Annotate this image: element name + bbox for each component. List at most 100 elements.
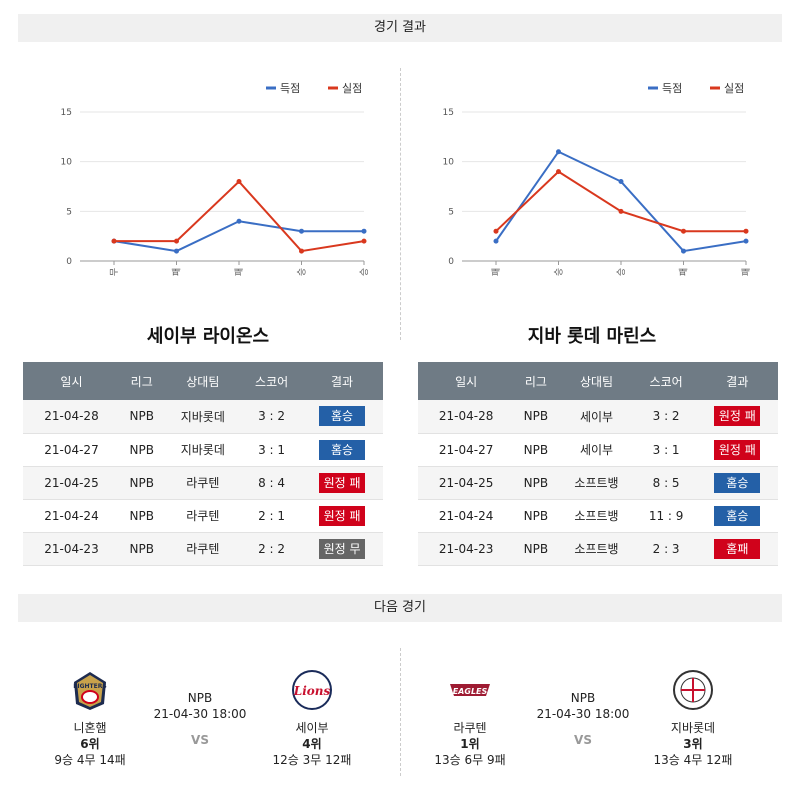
x-tick-label: 패 bbox=[679, 268, 690, 276]
next-home-team[interactable]: FIGHTERS 니혼햄 6위 9승 4무 14패 bbox=[35, 668, 145, 768]
charts-divider bbox=[400, 68, 401, 340]
next-section-title: 다음 경기 bbox=[18, 594, 782, 622]
team-name: 니혼햄 bbox=[73, 721, 107, 735]
x-tick-label: 패 bbox=[491, 268, 502, 276]
cell-league: NPB bbox=[119, 532, 164, 566]
y-tick-label: 10 bbox=[61, 158, 73, 168]
result-badge: 원정 무 bbox=[319, 538, 366, 559]
cell-opponent: 지바롯데 bbox=[163, 433, 243, 467]
data-point bbox=[493, 238, 499, 244]
svg-text:Lions: Lions bbox=[293, 684, 331, 698]
table-row[interactable]: 21-04-25 NPB 라쿠텐 8 : 4 원정 패 bbox=[23, 466, 383, 500]
x-tick-label: 승 bbox=[359, 268, 370, 276]
column-header: 일시 bbox=[23, 362, 120, 400]
next-game-info: NPB 21-04-30 18:00 VS bbox=[523, 690, 643, 748]
cell-date: 21-04-23 bbox=[418, 532, 515, 566]
cell-result: 원정 무 bbox=[301, 532, 383, 566]
team-record: 13승 6무 9패 bbox=[434, 753, 506, 767]
table-row[interactable]: 21-04-24 NPB 라쿠텐 2 : 1 원정 패 bbox=[23, 499, 383, 533]
next-away-team[interactable]: 지바롯데 3위 13승 4무 12패 bbox=[638, 668, 748, 768]
eagles-logo-icon: EAGLES bbox=[450, 684, 490, 696]
legend-label: 득점 bbox=[280, 82, 300, 95]
lions-logo-icon: Lions bbox=[292, 670, 332, 710]
cell-date: 21-04-25 bbox=[418, 466, 515, 500]
cell-league: NPB bbox=[514, 532, 558, 566]
result-badge: 홈승 bbox=[319, 406, 366, 427]
cell-opponent: 소프트뱅 bbox=[557, 499, 636, 533]
data-point bbox=[618, 208, 624, 214]
cell-date: 21-04-28 bbox=[418, 400, 515, 434]
cell-opponent: 라쿠텐 bbox=[163, 532, 243, 566]
vs-label: VS bbox=[574, 733, 592, 747]
cell-date: 21-04-23 bbox=[23, 532, 120, 566]
legend-label: 실점 bbox=[342, 82, 362, 95]
legend-label: 실점 bbox=[724, 82, 744, 95]
data-point bbox=[361, 238, 367, 244]
column-header: 스코어 bbox=[635, 362, 697, 400]
column-header: 리그 bbox=[119, 362, 164, 400]
league-label: NPB bbox=[570, 691, 596, 705]
team-rank: 3위 bbox=[683, 737, 703, 751]
data-point bbox=[361, 228, 367, 234]
data-point bbox=[236, 179, 242, 185]
result-badge: 홈패 bbox=[714, 538, 761, 559]
result-badge: 원정 패 bbox=[714, 406, 761, 427]
fighters-logo-icon: FIGHTERS bbox=[73, 672, 107, 710]
data-point bbox=[236, 218, 242, 224]
y-tick-label: 0 bbox=[448, 257, 454, 267]
cell-league: NPB bbox=[514, 466, 558, 500]
data-point bbox=[618, 179, 624, 185]
team-rank: 1위 bbox=[460, 737, 480, 751]
cell-result: 원정 패 bbox=[301, 499, 383, 533]
results-table-lotte: 일시 리그 상대팀 스코어 결과 21-04-28 NPB 세이부 3 : 2 원정 패 21-04… bbox=[418, 362, 778, 566]
table-row[interactable]: 21-04-28 NPB 세이부 3 : 2 원정 패 bbox=[418, 400, 778, 434]
cell-result: 홈패 bbox=[696, 532, 778, 566]
x-tick-label: 패 bbox=[172, 268, 183, 276]
column-header: 결과 bbox=[301, 362, 383, 400]
results-section-title: 경기 결과 bbox=[18, 14, 782, 42]
column-header: 상대팀 bbox=[163, 362, 243, 400]
game-datetime: 21-04-30 18:00 bbox=[536, 707, 630, 721]
data-point bbox=[174, 238, 179, 244]
cell-date: 21-04-24 bbox=[23, 499, 120, 533]
result-badge: 원정 패 bbox=[319, 472, 366, 493]
next-home-team[interactable]: EAGLES 라쿠텐 1위 13승 6무 9패 bbox=[415, 668, 525, 768]
table-row[interactable]: 21-04-23 NPB 소프트뱅 2 : 3 홈패 bbox=[418, 532, 778, 566]
cell-opponent: 지바롯데 bbox=[163, 400, 243, 434]
column-header: 상대팀 bbox=[557, 362, 636, 400]
team-rank: 4위 bbox=[302, 737, 322, 751]
table-header-row: 일시 리그 상대팀 스코어 결과 bbox=[23, 362, 383, 400]
x-tick-label: 승 bbox=[616, 268, 627, 276]
cell-date: 21-04-28 bbox=[23, 400, 120, 434]
y-tick-label: 5 bbox=[448, 207, 454, 217]
cell-league: NPB bbox=[514, 499, 558, 533]
table-row[interactable]: 21-04-25 NPB 소프트뱅 8 : 5 홈승 bbox=[418, 466, 778, 500]
result-badge: 홈승 bbox=[714, 505, 761, 526]
next-away-team[interactable]: Lions 세이부 4위 12승 3무 12패 bbox=[257, 668, 367, 768]
y-tick-label: 0 bbox=[66, 257, 72, 267]
cell-result: 원정 패 bbox=[301, 466, 383, 500]
result-badge: 홈승 bbox=[714, 472, 761, 493]
table-row[interactable]: 21-04-27 NPB 지바롯데 3 : 1 홈승 bbox=[23, 433, 383, 467]
column-header: 결과 bbox=[696, 362, 778, 400]
cell-league: NPB bbox=[119, 499, 164, 533]
table-header-row: 일시 리그 상대팀 스코어 결과 bbox=[418, 362, 778, 400]
result-badge: 원정 패 bbox=[714, 439, 761, 460]
cell-opponent: 세이부 bbox=[557, 400, 636, 434]
league-label: NPB bbox=[187, 691, 213, 705]
table-row[interactable]: 21-04-28 NPB 지바롯데 3 : 2 홈승 bbox=[23, 400, 383, 434]
series-line bbox=[495, 150, 747, 253]
cell-league: NPB bbox=[514, 433, 558, 467]
team-name: 라쿠텐 bbox=[453, 721, 487, 735]
cell-score: 3 : 2 bbox=[635, 400, 697, 434]
table-row[interactable]: 21-04-27 NPB 세이부 3 : 1 원정 패 bbox=[418, 433, 778, 467]
table-row[interactable]: 21-04-24 NPB 소프트뱅 11 : 9 홈승 bbox=[418, 499, 778, 533]
cell-score: 2 : 1 bbox=[242, 499, 302, 533]
team-rank: 6위 bbox=[80, 737, 100, 751]
next-game-info: NPB 21-04-30 18:00 VS bbox=[140, 690, 260, 748]
cell-date: 21-04-25 bbox=[23, 466, 120, 500]
next-divider bbox=[400, 648, 401, 776]
table-row[interactable]: 21-04-23 NPB 라쿠텐 2 : 2 원정 무 bbox=[23, 532, 383, 566]
vs-label: VS bbox=[191, 733, 209, 747]
team-title-seibu: 세이부 라이온스 bbox=[146, 326, 270, 347]
